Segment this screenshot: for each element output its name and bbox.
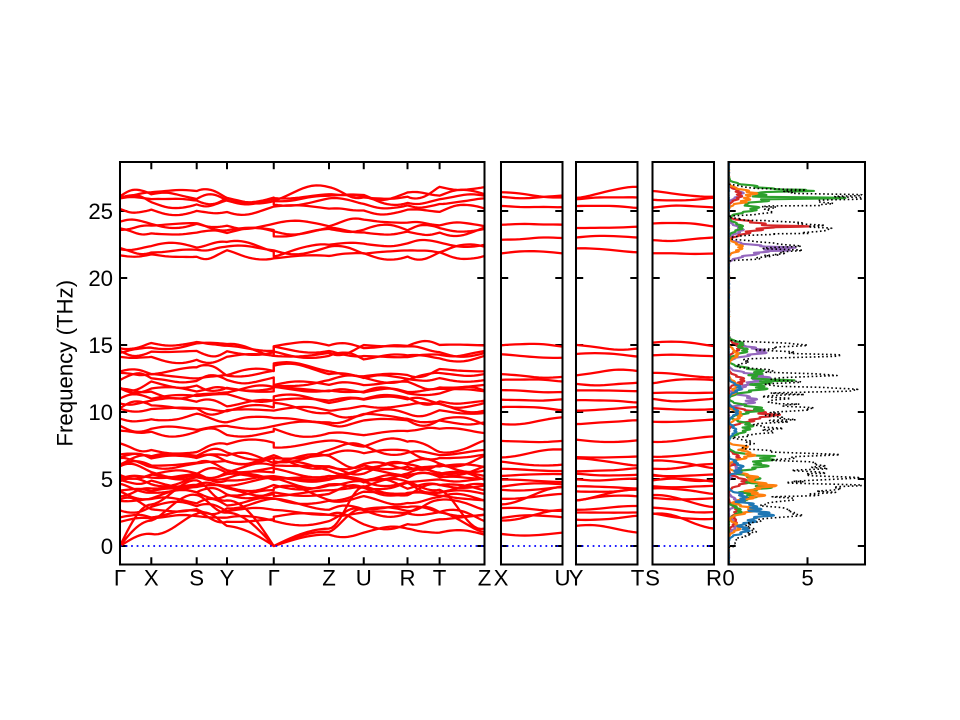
svg-text:Γ: Γ [114,565,126,590]
svg-text:Z: Z [478,565,492,590]
svg-text:25: 25 [88,199,113,224]
svg-text:U: U [554,565,570,590]
svg-text:T: T [433,565,447,590]
svg-text:R: R [399,565,415,590]
svg-text:5: 5 [101,467,113,492]
svg-text:Y: Y [569,565,584,590]
svg-text:Γ: Γ [268,565,280,590]
svg-text:20: 20 [88,266,113,291]
svg-text:S: S [645,565,660,590]
svg-text:X: X [144,565,159,590]
svg-text:T: T [631,565,645,590]
svg-text:Z: Z [322,565,336,590]
svg-text:X: X [494,565,509,590]
svg-text:0: 0 [722,565,734,590]
svg-text:0: 0 [101,534,113,559]
svg-text:Frequency (THz): Frequency (THz) [53,280,78,447]
svg-text:S: S [189,565,204,590]
svg-text:5: 5 [801,565,813,590]
svg-text:U: U [356,565,372,590]
svg-text:10: 10 [88,400,113,425]
svg-text:R: R [706,565,722,590]
svg-text:15: 15 [88,333,113,358]
svg-text:Y: Y [220,565,235,590]
